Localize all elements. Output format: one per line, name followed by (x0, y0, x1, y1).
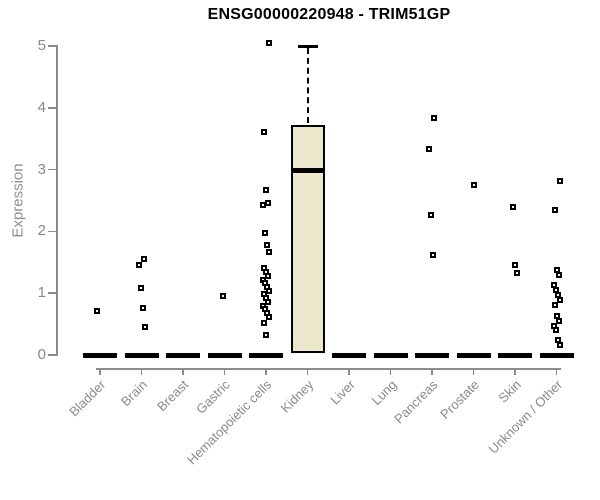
data-point-marker (514, 269, 520, 276)
zero-median-bar (539, 353, 574, 358)
x-category-label: Bladder (66, 377, 109, 420)
x-category-label: Pancreas (391, 377, 441, 427)
zero-median-bar (415, 353, 449, 358)
y-tick-mark (48, 354, 56, 356)
zero-median-bar (498, 353, 532, 358)
data-point-marker (264, 241, 270, 248)
data-point-marker (551, 206, 558, 213)
x-tick-mark (99, 368, 101, 375)
zero-median-bar (207, 353, 242, 358)
x-category-label: Skin (495, 377, 524, 406)
data-point-marker (552, 327, 559, 334)
zero-median-bar (83, 353, 117, 358)
y-tick-mark (48, 168, 56, 171)
y-tick-mark (48, 230, 56, 233)
upper-whisker-line (306, 48, 309, 124)
x-category-label: Kidney (277, 377, 317, 416)
data-point-marker (510, 204, 516, 211)
data-point-marker (266, 39, 272, 46)
data-point-marker (266, 248, 272, 255)
y-tick-label: 5 (37, 37, 46, 54)
data-point-marker (428, 212, 434, 219)
data-point-marker (430, 251, 436, 258)
y-axis-line (56, 45, 58, 356)
x-tick-mark (140, 368, 143, 375)
x-tick-mark (265, 368, 267, 375)
y-tick-label: 4 (37, 98, 46, 116)
x-category-label: Prostate (437, 377, 483, 422)
data-point-marker (94, 308, 100, 315)
x-tick-mark (223, 368, 226, 375)
y-tick-mark (48, 45, 56, 47)
data-point-marker (266, 287, 272, 294)
box-iqr (290, 125, 325, 354)
x-tick-mark (514, 368, 516, 375)
x-category-label: Liver (327, 377, 358, 408)
data-point-marker (261, 319, 267, 326)
y-tick-mark (48, 107, 56, 109)
box-median-line (290, 168, 325, 174)
data-point-marker (512, 261, 518, 268)
data-point-marker (263, 332, 269, 339)
data-point-marker (140, 255, 147, 262)
y-tick-mark (48, 292, 56, 294)
y-tick-label: 3 (37, 160, 46, 178)
x-tick-mark (348, 368, 350, 375)
chart-title: ENSG00000220948 - TRIM51GP (207, 6, 451, 23)
data-point-marker (137, 285, 144, 292)
data-point-marker (262, 230, 268, 237)
data-point-marker (139, 305, 146, 312)
x-tick-mark (431, 368, 433, 375)
data-point-marker (266, 313, 272, 320)
x-axis-line (96, 368, 561, 370)
x-category-label: Gastric (193, 377, 234, 417)
data-point-marker (555, 272, 562, 279)
y-tick-label: 0 (37, 346, 46, 363)
zero-median-bar (124, 353, 159, 358)
data-point-marker (551, 301, 558, 308)
data-point-marker (556, 296, 563, 303)
x-tick-mark (472, 368, 475, 375)
data-point-marker (265, 298, 271, 305)
data-point-marker (556, 342, 563, 349)
zero-median-bar (373, 353, 408, 358)
data-point-marker (219, 293, 226, 300)
data-point-marker (263, 186, 269, 193)
data-point-marker (556, 178, 563, 185)
x-tick-mark (389, 368, 392, 375)
zero-median-bar (166, 353, 200, 358)
data-point-marker (260, 201, 266, 208)
data-point-marker (426, 146, 432, 153)
data-point-marker (261, 128, 267, 135)
x-tick-mark (182, 368, 184, 375)
data-point-marker (141, 324, 148, 331)
zero-median-bar (249, 353, 283, 358)
data-point-marker (470, 182, 477, 189)
x-tick-mark (306, 368, 309, 375)
data-point-marker (431, 114, 437, 121)
x-category-label: Unknown / Other (485, 377, 566, 457)
x-category-label: Lung (368, 377, 400, 409)
x-tick-mark (555, 368, 558, 375)
upper-whisker-cap (297, 44, 318, 48)
zero-median-bar (456, 353, 491, 358)
data-point-marker (265, 199, 271, 206)
data-point-marker (555, 318, 562, 324)
data-point-marker (265, 272, 271, 279)
data-point-marker (135, 262, 142, 269)
y-tick-label: 2 (37, 222, 46, 240)
y-tick-label: 1 (37, 284, 46, 302)
x-category-label: Breast (154, 377, 192, 415)
zero-median-bar (332, 353, 366, 358)
x-category-label: Brain (118, 377, 151, 410)
